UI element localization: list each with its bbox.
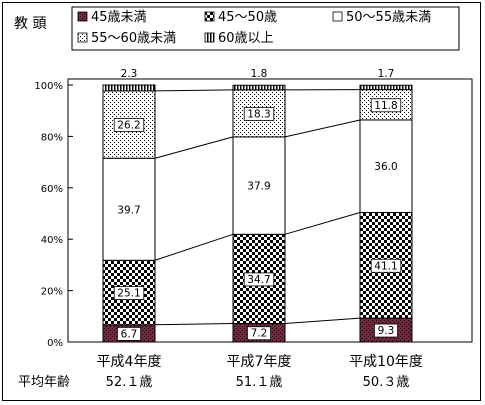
data-label: 26.2 <box>117 120 140 132</box>
data-label: 34.7 <box>247 274 270 286</box>
connector-line <box>284 119 361 138</box>
data-label-box <box>113 286 145 300</box>
chart-title: 教 頭 <box>14 16 46 32</box>
data-label: 39.7 <box>117 204 140 216</box>
data-labels: 6.7 25.1 39.7 26.2 2.3 7.2 34.7 37.9 18.3 1.8 9.3 4… <box>113 68 402 341</box>
data-label: 18.3 <box>247 108 270 120</box>
bar-segment <box>359 119 413 213</box>
legend-swatch <box>204 11 215 22</box>
footer-value: 51.１歳 <box>236 375 283 390</box>
data-label: 2.3 <box>121 68 138 80</box>
footer-value: 52.１歳 <box>106 375 153 390</box>
data-label: 7.2 <box>251 328 268 340</box>
connector-lines <box>154 89 361 326</box>
connector-line <box>154 322 234 326</box>
y-tick-label: 20% <box>41 287 63 298</box>
data-label-box <box>370 258 402 273</box>
data-label-box <box>243 106 275 121</box>
legend-label: 45～50歳 <box>218 10 277 25</box>
connector-line <box>154 233 234 261</box>
y-tick-label: 60% <box>41 184 63 195</box>
data-label: 37.9 <box>247 181 270 193</box>
data-label: 25.1 <box>117 288 140 300</box>
y-tick-label: 40% <box>41 235 63 246</box>
x-tick-label: 平成4年度 <box>97 354 162 370</box>
data-label: 36.0 <box>374 161 397 173</box>
y-axis: 0% 20% 40% 60% 80% 100% <box>34 81 73 349</box>
data-label: 1.7 <box>378 68 395 80</box>
legend-label: 45歳未満 <box>91 10 147 25</box>
data-label-box <box>117 326 142 341</box>
connector-line <box>154 89 234 92</box>
x-axis: 平成4年度 平成7年度 平成10年度 <box>97 354 423 370</box>
bar-segment <box>232 84 286 91</box>
legend-swatch <box>77 32 88 43</box>
y-tick-label: 0% <box>47 338 63 349</box>
legend-label: 55～60歳未満 <box>91 31 176 46</box>
x-tick-label: 平成10年度 <box>349 354 423 370</box>
footer-average-age: 平均年齢 52.１歳 51.１歳 50.３歳 <box>18 375 409 390</box>
data-label: 11.8 <box>374 100 397 112</box>
legend-swatch <box>77 11 88 22</box>
data-label: 9.3 <box>378 325 395 337</box>
connector-line <box>154 136 234 159</box>
connector-line <box>284 211 361 235</box>
bar-segment <box>359 84 413 91</box>
legend-label: 50～55歳未満 <box>346 10 431 25</box>
bar-segment <box>102 84 156 92</box>
data-label: 6.7 <box>121 328 138 340</box>
data-label-box <box>243 272 275 287</box>
footer-label: 平均年齢 <box>18 375 70 390</box>
y-tick-label: 80% <box>41 132 63 143</box>
data-label: 1.8 <box>251 68 268 80</box>
y-tick-label: 100% <box>34 81 63 92</box>
connector-line <box>284 317 361 324</box>
data-label: 41.1 <box>374 260 397 272</box>
legend-label: 60歳以上 <box>218 31 274 46</box>
bars <box>102 84 413 343</box>
data-label-box <box>113 118 145 132</box>
legend-box <box>71 6 460 51</box>
x-tick-label: 平成7年度 <box>227 354 292 370</box>
bar-segment <box>232 136 286 235</box>
footer-value: 50.３歳 <box>363 375 410 390</box>
data-label-box <box>373 323 398 338</box>
legend-swatch <box>332 11 343 22</box>
data-label-box <box>246 326 271 341</box>
bar-segment <box>102 157 156 261</box>
legend: 45歳未満 45～50歳 50～55歳未満 55～60歳未満 60歳以上 <box>77 10 431 46</box>
legend-swatch <box>204 32 215 43</box>
data-label-box <box>370 98 402 113</box>
